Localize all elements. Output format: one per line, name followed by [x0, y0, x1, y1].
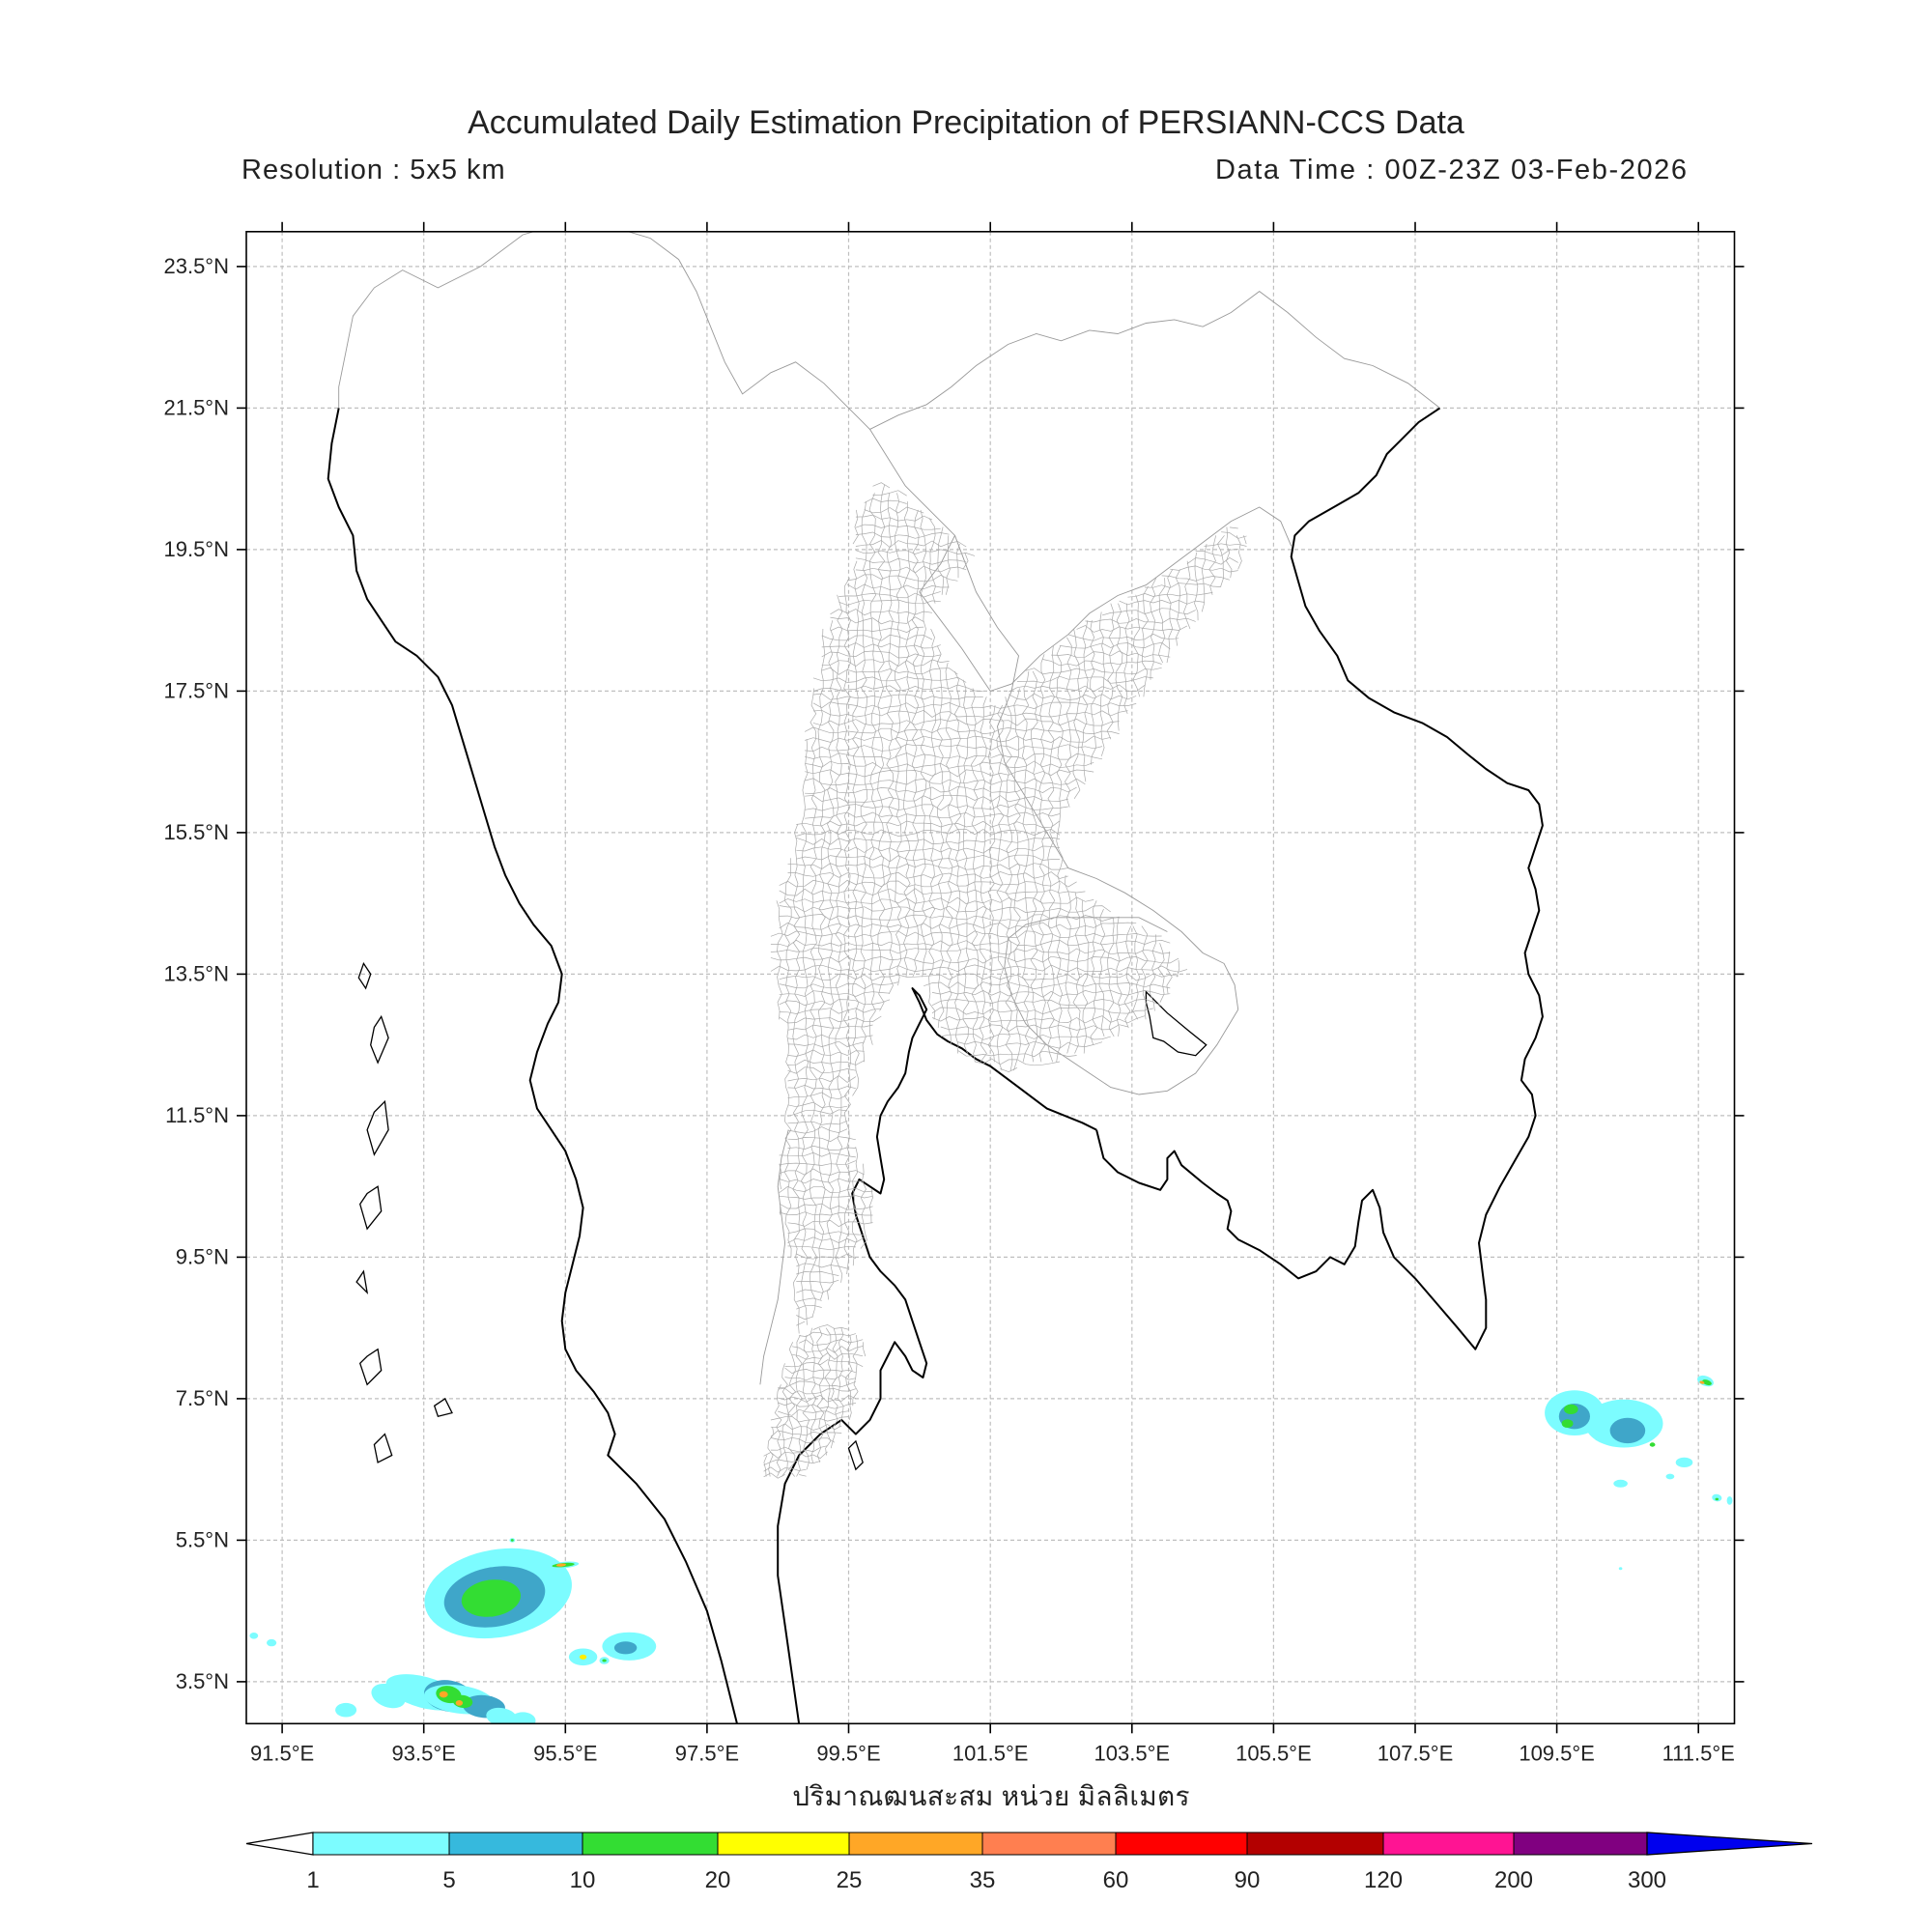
svg-text:60: 60: [1103, 1867, 1129, 1893]
svg-text:20: 20: [705, 1867, 731, 1893]
svg-text:1: 1: [306, 1867, 319, 1893]
svg-text:90: 90: [1235, 1867, 1261, 1893]
svg-text:120: 120: [1364, 1867, 1403, 1893]
svg-text:25: 25: [837, 1867, 863, 1893]
svg-text:35: 35: [970, 1867, 996, 1893]
svg-text:300: 300: [1628, 1867, 1666, 1893]
svg-text:200: 200: [1494, 1867, 1533, 1893]
svg-text:10: 10: [570, 1867, 596, 1893]
svg-text:5: 5: [442, 1867, 455, 1893]
